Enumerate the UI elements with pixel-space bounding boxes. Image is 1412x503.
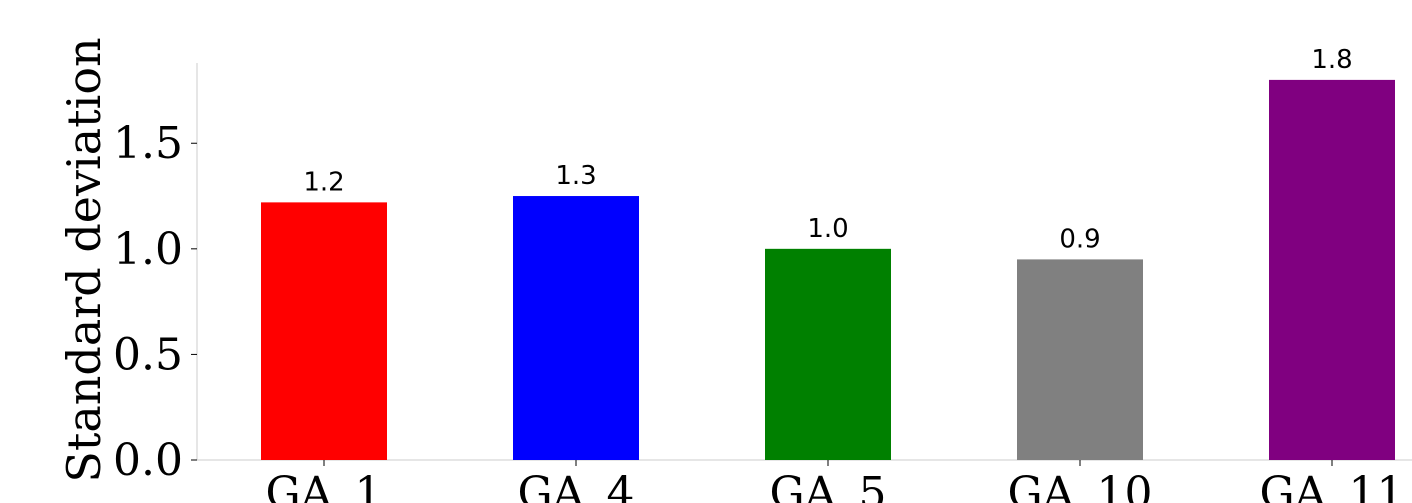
bar-value-label: 1.0 <box>807 214 848 244</box>
bar-ga-5 <box>765 248 891 460</box>
x-tick-label: GA_5 <box>770 468 887 503</box>
bar-ga-11 <box>1269 79 1395 460</box>
y-axis-label: Standard deviation <box>57 37 111 482</box>
y-tick-label: 1.0 <box>113 224 183 275</box>
y-tick-label: 1.5 <box>113 118 183 169</box>
x-tick-label: GA_10 <box>1008 468 1153 503</box>
bar-value-label: 1.8 <box>1311 45 1352 75</box>
y-tick-label: 0.5 <box>113 329 183 380</box>
x-tick-label: GA_1 <box>266 468 383 503</box>
x-tick-label: GA_11 <box>1260 468 1405 503</box>
x-tick-label: GA_4 <box>518 468 635 503</box>
bar-value-label: 0.9 <box>1059 224 1100 254</box>
x-tick-labels: GA_1 GA_4 GA_5 GA_10 GA_11 <box>266 460 1405 503</box>
bars: 1.2 1.3 1.0 0.9 1.8 <box>261 45 1395 460</box>
y-tick-label: 0.0 <box>113 435 183 486</box>
y-ticks: 0.0 0.5 1.0 1.5 <box>113 118 197 486</box>
bar-ga-10 <box>1017 259 1143 460</box>
bar-value-label: 1.3 <box>555 161 596 191</box>
bar-value-label: 1.2 <box>303 167 344 197</box>
bar-ga-1 <box>261 202 387 460</box>
bar-ga-4 <box>513 196 639 460</box>
